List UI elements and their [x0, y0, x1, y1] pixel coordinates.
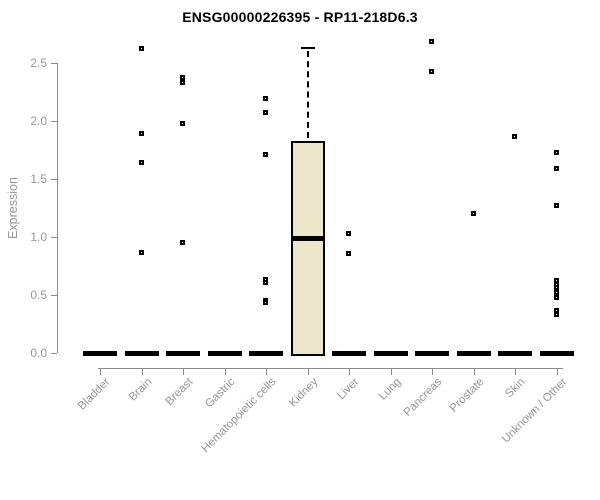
outlier-point — [263, 95, 268, 101]
x-axis-tick — [266, 368, 267, 375]
y-axis-tick — [51, 353, 57, 354]
outlier-point — [429, 69, 434, 75]
y-tick-label: 0.5 — [30, 288, 47, 302]
outlier-point — [263, 109, 268, 115]
outlier-point — [346, 230, 351, 236]
outlier-point — [263, 300, 268, 306]
outlier-point — [553, 295, 559, 301]
y-tick-label: 0.0 — [30, 346, 47, 360]
y-axis-tick — [51, 295, 57, 296]
outlier-point — [512, 134, 517, 140]
y-axis-tick — [51, 63, 57, 64]
x-axis-tick — [307, 368, 309, 375]
outlier-point — [553, 289, 559, 295]
outlier-point — [553, 311, 559, 317]
x-axis-tick — [432, 368, 433, 375]
x-axis-tick — [183, 368, 184, 375]
collapsed-box — [207, 351, 242, 356]
x-axis-tick — [390, 368, 392, 375]
y-axis-tick — [51, 237, 57, 238]
collapsed-box — [498, 351, 532, 356]
x-axis-tick — [515, 368, 516, 375]
y-axis-tick — [51, 121, 57, 122]
collapsed-box — [373, 351, 408, 356]
outlier-point — [553, 202, 559, 208]
outlier-point — [138, 46, 144, 52]
x-axis-tick — [141, 368, 143, 375]
collapsed-box — [415, 351, 449, 356]
outlier-point — [346, 251, 351, 257]
y-tick-label: 2.0 — [30, 114, 47, 128]
outlier-point — [138, 130, 144, 136]
y-tick-label: 2.5 — [30, 56, 47, 70]
outlier-point — [138, 250, 144, 256]
x-axis-tick — [473, 368, 475, 375]
collapsed-box — [249, 351, 283, 356]
outlier-point — [263, 280, 268, 286]
y-axis-line — [57, 63, 58, 353]
x-axis-tick — [556, 368, 558, 375]
collapsed-box — [124, 351, 159, 356]
y-axis-label: Expression — [6, 177, 20, 239]
upper-whisker — [306, 50, 309, 138]
outlier-point — [429, 39, 434, 45]
outlier-point — [553, 165, 559, 171]
outlier-point — [180, 79, 185, 85]
outlier-point — [138, 159, 144, 165]
y-axis-tick — [51, 179, 57, 180]
outlier-point — [180, 121, 185, 127]
x-axis-tick — [349, 368, 350, 375]
outlier-point — [180, 239, 185, 245]
collapsed-box — [539, 351, 574, 356]
whisker-cap — [300, 46, 315, 49]
outlier-point — [553, 285, 559, 291]
x-axis-line — [98, 368, 563, 369]
x-axis-tick — [100, 368, 101, 375]
median-line — [290, 236, 325, 242]
box — [290, 140, 325, 356]
collapsed-box — [83, 351, 117, 356]
x-axis-tick — [224, 368, 226, 375]
collapsed-box — [332, 351, 366, 356]
collapsed-box — [166, 351, 200, 356]
outlier-point — [553, 150, 559, 156]
y-tick-label: 1.5 — [30, 172, 47, 186]
collapsed-box — [456, 351, 491, 356]
y-tick-label: 1.0 — [30, 230, 47, 244]
outlier-point — [180, 75, 185, 81]
outlier-point — [470, 210, 476, 216]
chart-title: ENSG00000226395 - RP11-218D6.3 — [182, 9, 418, 25]
outlier-point — [263, 151, 268, 157]
